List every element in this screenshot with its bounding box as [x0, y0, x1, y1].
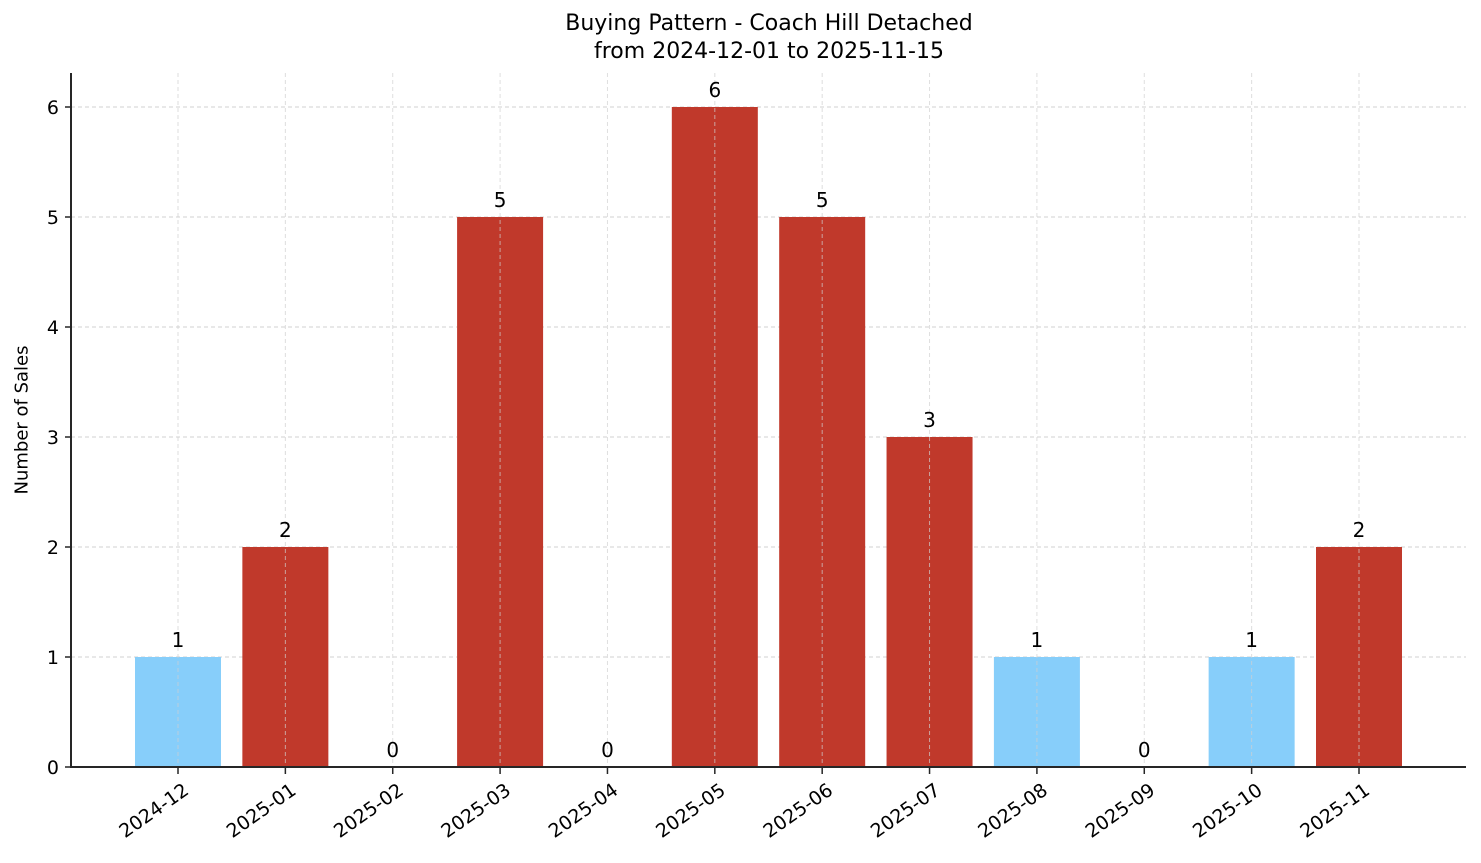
y-tick-label: 4 [47, 317, 59, 339]
x-tick-label: 2025-04 [545, 779, 623, 843]
x-tick-label: 2025-08 [974, 779, 1052, 843]
bar-value-label: 3 [923, 408, 936, 432]
bar-value-label: 6 [708, 78, 721, 102]
x-tick-label: 2025-03 [437, 779, 515, 843]
y-tick-label: 3 [47, 427, 59, 449]
bar-value-label: 1 [172, 628, 185, 652]
y-tick-label: 5 [47, 207, 59, 229]
x-tick-label: 2025-09 [1081, 779, 1159, 843]
y-tick-label: 1 [47, 647, 59, 669]
bar-value-label: 1 [1031, 628, 1044, 652]
bar-value-label: 0 [386, 738, 399, 762]
bar-value-label: 1 [1245, 628, 1258, 652]
x-tick-label: 2025-02 [330, 779, 408, 843]
x-tick-label: 2025-05 [652, 779, 730, 843]
y-tick-label: 6 [47, 97, 59, 119]
x-tick-label: 2025-01 [223, 779, 301, 843]
bar-value-label: 0 [601, 738, 614, 762]
bar-value-label: 2 [1353, 518, 1366, 542]
y-axis-label: Number of Sales [11, 345, 33, 495]
chart-title-line2: from 2024-12-01 to 2025-11-15 [594, 39, 944, 64]
y-tick-label: 2 [47, 537, 59, 559]
x-tick-label: 2025-11 [1296, 779, 1374, 843]
bar-value-label: 2 [279, 518, 292, 542]
chart-title: Buying Pattern - Coach Hill Detached fro… [0, 10, 1481, 66]
bar-value-label: 5 [494, 188, 507, 212]
x-tick-label: 2025-07 [867, 779, 945, 843]
bar-value-label: 0 [1138, 738, 1151, 762]
x-tick-label: 2025-10 [1189, 779, 1267, 843]
y-tick-label: 0 [47, 757, 59, 779]
chart-title-line1: Buying Pattern - Coach Hill Detached [565, 11, 973, 36]
x-tick-label: 2024-12 [115, 779, 193, 843]
x-tick-label: 2025-06 [759, 779, 837, 843]
bar-value-label: 5 [816, 188, 829, 212]
